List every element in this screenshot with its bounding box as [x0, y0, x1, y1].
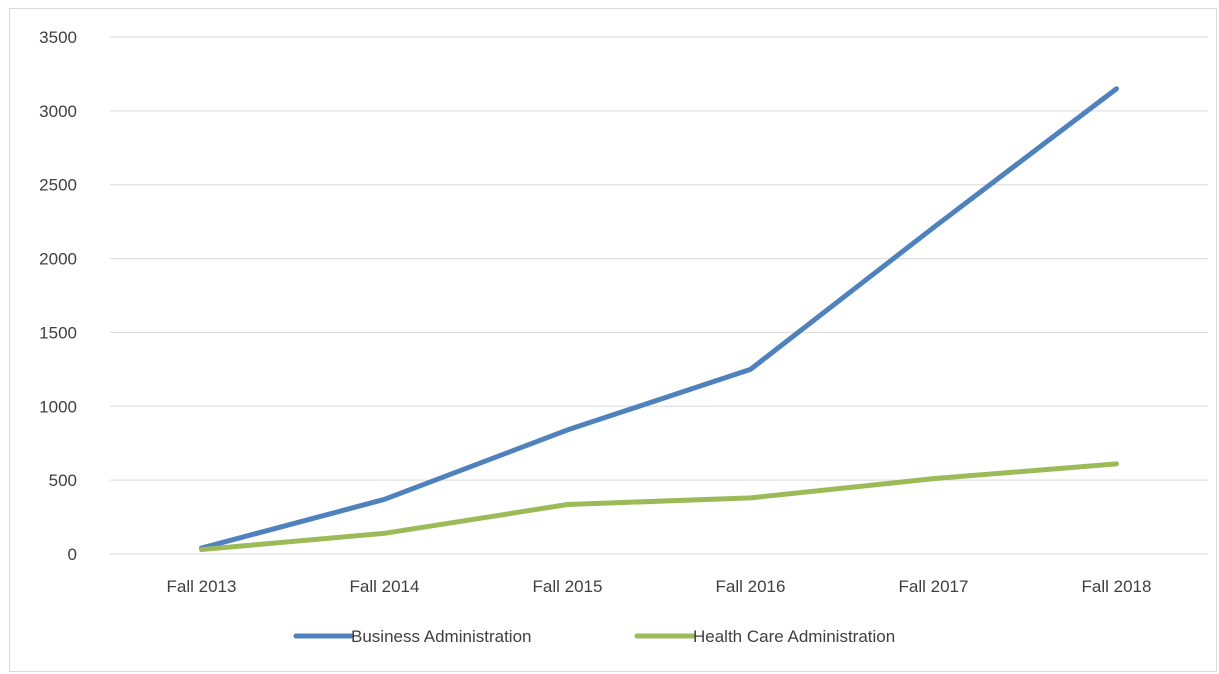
series-lines [199, 86, 1119, 553]
y-tick-label: 500 [49, 471, 77, 490]
x-tick-label: Fall 2017 [899, 577, 969, 596]
legend-label: Health Care Administration [693, 627, 895, 646]
y-tick-label: 0 [68, 545, 77, 564]
y-tick-label: 3000 [39, 102, 77, 121]
y-tick-label: 1000 [39, 397, 77, 416]
x-axis-tick-labels: Fall 2013 Fall 2014 Fall 2015 Fall 2016 Fall… [167, 577, 1152, 596]
x-tick-label: Fall 2013 [167, 577, 237, 596]
legend: Business Administration Health Care Admin… [293, 627, 895, 646]
x-tick-label: Fall 2018 [1082, 577, 1152, 596]
legend-label: Business Administration [351, 627, 531, 646]
x-tick-label: Fall 2014 [350, 577, 420, 596]
series-line-1 [199, 461, 1119, 553]
y-tick-label: 2000 [39, 250, 77, 269]
y-tick-label: 2500 [39, 176, 77, 195]
legend-item: Business Administration [293, 627, 531, 646]
series-line-0 [199, 86, 1119, 551]
legend-item: Health Care Administration [634, 627, 895, 646]
chart-frame [9, 8, 1217, 672]
y-tick-label: 3500 [39, 28, 77, 47]
y-axis-tick-labels: 0 500 1000 1500 2000 2500 3000 3500 [39, 28, 77, 564]
x-tick-label: Fall 2015 [533, 577, 603, 596]
x-tick-label: Fall 2016 [716, 577, 786, 596]
y-tick-label: 1500 [39, 323, 77, 342]
gridlines [110, 36, 1208, 555]
